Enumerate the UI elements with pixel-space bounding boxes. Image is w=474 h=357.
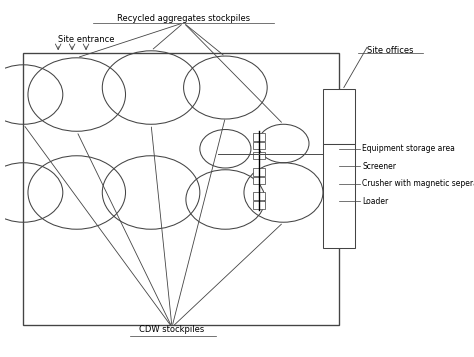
Bar	[254, 192, 265, 200]
Bar	[254, 168, 265, 176]
Bar	[23, 52, 339, 326]
Bar	[323, 89, 356, 144]
Text: Recycled aggregates stockpiles: Recycled aggregates stockpiles	[117, 14, 250, 23]
Bar	[323, 144, 356, 248]
Text: Loader: Loader	[363, 197, 389, 206]
Bar	[254, 142, 265, 150]
Text: Crusher with magnetic seperator: Crusher with magnetic seperator	[363, 179, 474, 188]
Text: Site entrance: Site entrance	[58, 35, 114, 44]
Text: CDW stockpiles: CDW stockpiles	[139, 325, 205, 334]
Bar	[254, 177, 265, 185]
Text: Equipment storage area: Equipment storage area	[363, 144, 456, 153]
Bar	[254, 201, 265, 209]
Text: Screener: Screener	[363, 162, 396, 171]
Bar	[254, 133, 265, 141]
Text: Site offices: Site offices	[367, 46, 413, 55]
Bar	[254, 152, 265, 159]
